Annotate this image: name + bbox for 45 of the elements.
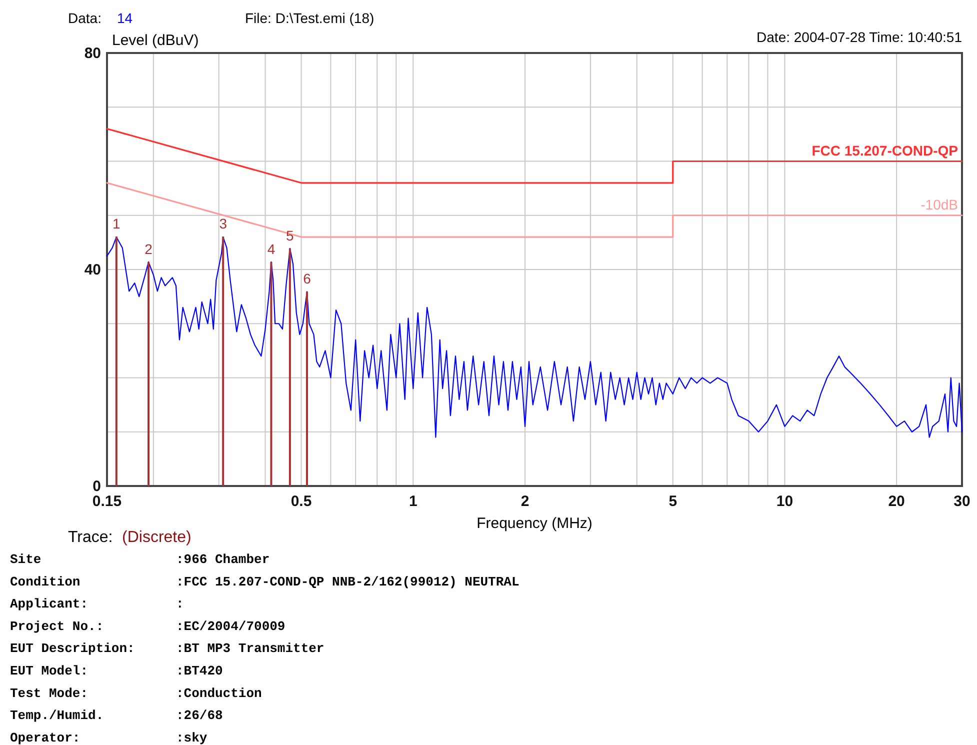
text: Test Mode:: [10, 686, 88, 701]
text: Site: [10, 552, 42, 567]
x-tick-label: 10: [776, 493, 794, 510]
x-tick-label: 1: [408, 493, 418, 510]
text: :: [176, 596, 184, 612]
text: :26/68: [176, 708, 224, 724]
text: Applicant:: [10, 596, 88, 612]
text: EUT Model:: [10, 664, 88, 678]
annotation: 4: [267, 240, 276, 257]
x-axis-title: Frequency (MHz): [476, 515, 592, 532]
text: Operator:: [10, 730, 80, 745]
x-tick-label: 30: [954, 493, 970, 510]
y-axis-title: Level (dBuV): [112, 32, 199, 49]
annotation: 1: [112, 215, 121, 232]
text: Temp./Humid.: [10, 708, 104, 724]
annotation: 6: [303, 270, 312, 287]
text: :sky: [176, 730, 208, 745]
annotation: 3: [219, 215, 228, 232]
x-tick-label: 0.15: [92, 493, 122, 510]
y-tick-label: 80: [84, 45, 101, 62]
text: :EC/2004/70009: [176, 618, 286, 634]
text: Project No.:: [10, 618, 104, 634]
text: 14: [117, 10, 133, 26]
text: File: D:\Test.emi (18): [245, 10, 374, 26]
text: Data:: [68, 10, 102, 26]
text: :Conduction: [176, 686, 262, 701]
x-tick-label: 2: [520, 493, 530, 510]
x-tick-label: 0.5: [290, 493, 312, 510]
series-label: -10dB: [920, 196, 958, 212]
text: :966 Chamber: [176, 552, 270, 567]
annotation: 5: [286, 227, 294, 244]
y-tick-label: 40: [84, 262, 101, 278]
series-label: FCC 15.207-COND-QP: [812, 142, 958, 158]
text: :BT MP3 Transmitter: [176, 641, 324, 656]
annotation: 2: [144, 240, 153, 257]
text: :BT420: [176, 664, 224, 678]
x-tick-label: 20: [888, 493, 905, 510]
x-tick-label: 5: [668, 493, 678, 510]
text: Date: 2004-07-28 Time: 10:40:51: [756, 29, 962, 45]
text: (Discrete): [122, 529, 192, 546]
text: Trace:: [68, 529, 113, 546]
text: Condition: [10, 574, 80, 590]
text: :FCC 15.207-COND-QP NNB-2/162(99012) NEUTRAL: [176, 574, 520, 590]
text: EUT Description:: [10, 641, 135, 656]
y-tick-label: 0: [92, 478, 101, 495]
